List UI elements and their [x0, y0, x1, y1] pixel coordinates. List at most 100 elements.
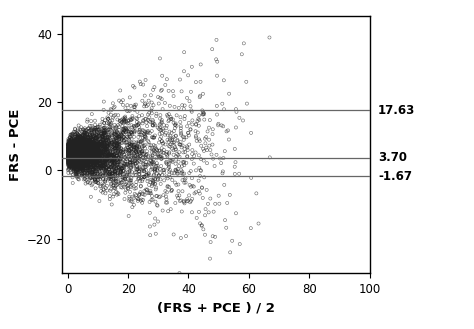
Point [74, 142, 82, 148]
Point [83, 139, 91, 144]
Point [82, 147, 90, 153]
Point [74, 144, 82, 149]
Point [172, 157, 180, 162]
Point [89, 157, 97, 162]
Point [73, 152, 80, 157]
Point [72, 157, 80, 162]
Point [84, 165, 92, 171]
Point [114, 155, 122, 160]
Point [133, 159, 141, 164]
Point [95, 152, 103, 158]
Point [136, 132, 144, 137]
Point [67, 146, 74, 152]
Point [185, 170, 193, 176]
Point [68, 150, 76, 155]
Point [104, 164, 112, 169]
Point [81, 143, 89, 148]
Point [102, 147, 110, 152]
Point [80, 149, 88, 154]
Point [96, 155, 103, 160]
Point [67, 144, 74, 149]
Point [90, 155, 98, 161]
Point [91, 159, 99, 164]
Point [64, 155, 72, 160]
Point [93, 132, 100, 138]
Point [177, 126, 185, 131]
Point [91, 140, 98, 145]
Point [103, 161, 111, 166]
Point [87, 145, 94, 150]
Point [67, 153, 75, 158]
Point [77, 151, 84, 156]
Point [65, 149, 73, 154]
Point [75, 166, 83, 171]
Point [66, 159, 73, 164]
Point [66, 160, 73, 165]
Point [87, 156, 94, 161]
Point [99, 171, 106, 176]
Point [120, 165, 128, 170]
Point [71, 152, 78, 158]
Point [149, 161, 156, 166]
Point [89, 167, 96, 172]
Point [137, 153, 145, 159]
Point [131, 125, 138, 130]
Point [65, 150, 73, 156]
Point [113, 141, 120, 146]
Point [76, 145, 84, 150]
Point [101, 156, 109, 162]
Point [163, 77, 171, 82]
Point [82, 156, 90, 161]
Point [75, 143, 83, 148]
Point [73, 173, 80, 178]
Point [75, 141, 82, 146]
Point [100, 139, 108, 144]
Point [212, 57, 220, 62]
Point [83, 170, 91, 176]
Point [73, 141, 81, 146]
Point [140, 174, 148, 179]
Point [73, 147, 81, 153]
Point [102, 148, 109, 153]
Point [66, 147, 74, 152]
Point [83, 146, 91, 152]
Point [75, 157, 83, 162]
Point [152, 199, 159, 204]
Point [75, 139, 83, 144]
Point [155, 174, 163, 179]
Point [67, 143, 75, 148]
Point [74, 155, 82, 161]
Point [79, 155, 86, 160]
Point [129, 160, 137, 165]
Point [97, 129, 105, 134]
Point [71, 156, 79, 161]
Point [79, 153, 86, 159]
Point [128, 147, 136, 152]
Point [142, 172, 150, 178]
Point [67, 163, 75, 168]
Point [85, 158, 92, 163]
Point [136, 165, 143, 170]
Point [65, 145, 73, 150]
Point [192, 135, 200, 140]
Point [67, 148, 75, 154]
Point [127, 151, 135, 156]
Point [187, 168, 194, 174]
Point [107, 141, 115, 147]
Point [100, 143, 108, 149]
Point [71, 162, 78, 167]
Point [77, 140, 84, 146]
Point [100, 162, 107, 167]
Point [68, 155, 76, 161]
Point [91, 146, 98, 152]
Point [174, 166, 182, 172]
Point [71, 142, 78, 148]
Point [117, 121, 124, 126]
Point [120, 152, 128, 157]
Point [71, 138, 79, 143]
Point [152, 166, 159, 172]
Point [100, 156, 107, 162]
Point [81, 126, 89, 131]
Point [84, 148, 91, 154]
Point [103, 157, 111, 162]
